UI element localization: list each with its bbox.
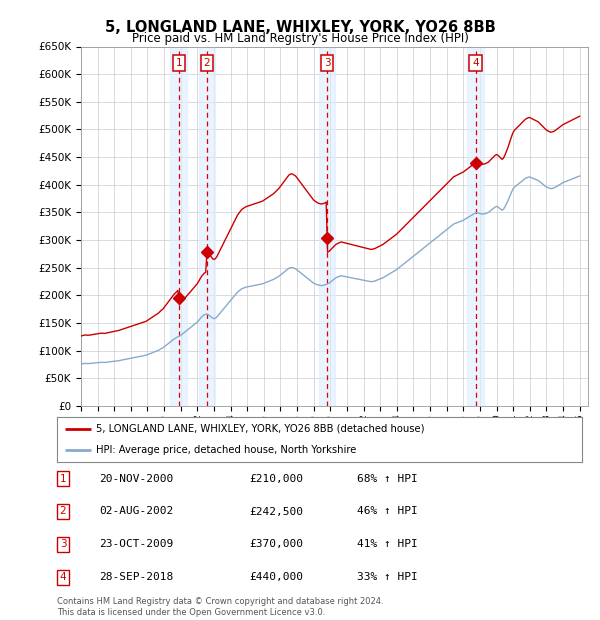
Text: £210,000: £210,000 [249,474,303,484]
Text: 46% ↑ HPI: 46% ↑ HPI [357,507,418,516]
Text: 41% ↑ HPI: 41% ↑ HPI [357,539,418,549]
Text: £370,000: £370,000 [249,539,303,549]
Text: £242,500: £242,500 [249,507,303,516]
Text: 4: 4 [59,572,67,582]
Text: 28-SEP-2018: 28-SEP-2018 [99,572,173,582]
Text: 4: 4 [472,58,479,68]
Text: 2: 2 [203,58,211,68]
Text: 1: 1 [59,474,67,484]
Text: 02-AUG-2002: 02-AUG-2002 [99,507,173,516]
Bar [199,46,215,406]
Text: 5, LONGLAND LANE, WHIXLEY, YORK, YO26 8BB: 5, LONGLAND LANE, WHIXLEY, YORK, YO26 8B… [104,20,496,35]
Bar [467,46,484,406]
Text: 3: 3 [59,539,67,549]
Text: 3: 3 [324,58,331,68]
Text: Price paid vs. HM Land Registry's House Price Index (HPI): Price paid vs. HM Land Registry's House … [131,32,469,45]
Bar [319,46,335,406]
Text: 68% ↑ HPI: 68% ↑ HPI [357,474,418,484]
Text: HPI: Average price, detached house, North Yorkshire: HPI: Average price, detached house, Nort… [97,445,357,454]
Text: £440,000: £440,000 [249,572,303,582]
Text: 2: 2 [59,507,67,516]
Text: 33% ↑ HPI: 33% ↑ HPI [357,572,418,582]
Text: 5, LONGLAND LANE, WHIXLEY, YORK, YO26 8BB (detached house): 5, LONGLAND LANE, WHIXLEY, YORK, YO26 8B… [97,424,425,434]
Bar [170,46,187,406]
Text: 23-OCT-2009: 23-OCT-2009 [99,539,173,549]
Text: 20-NOV-2000: 20-NOV-2000 [99,474,173,484]
Text: Contains HM Land Registry data © Crown copyright and database right 2024.
This d: Contains HM Land Registry data © Crown c… [57,598,383,617]
Text: 1: 1 [175,58,182,68]
